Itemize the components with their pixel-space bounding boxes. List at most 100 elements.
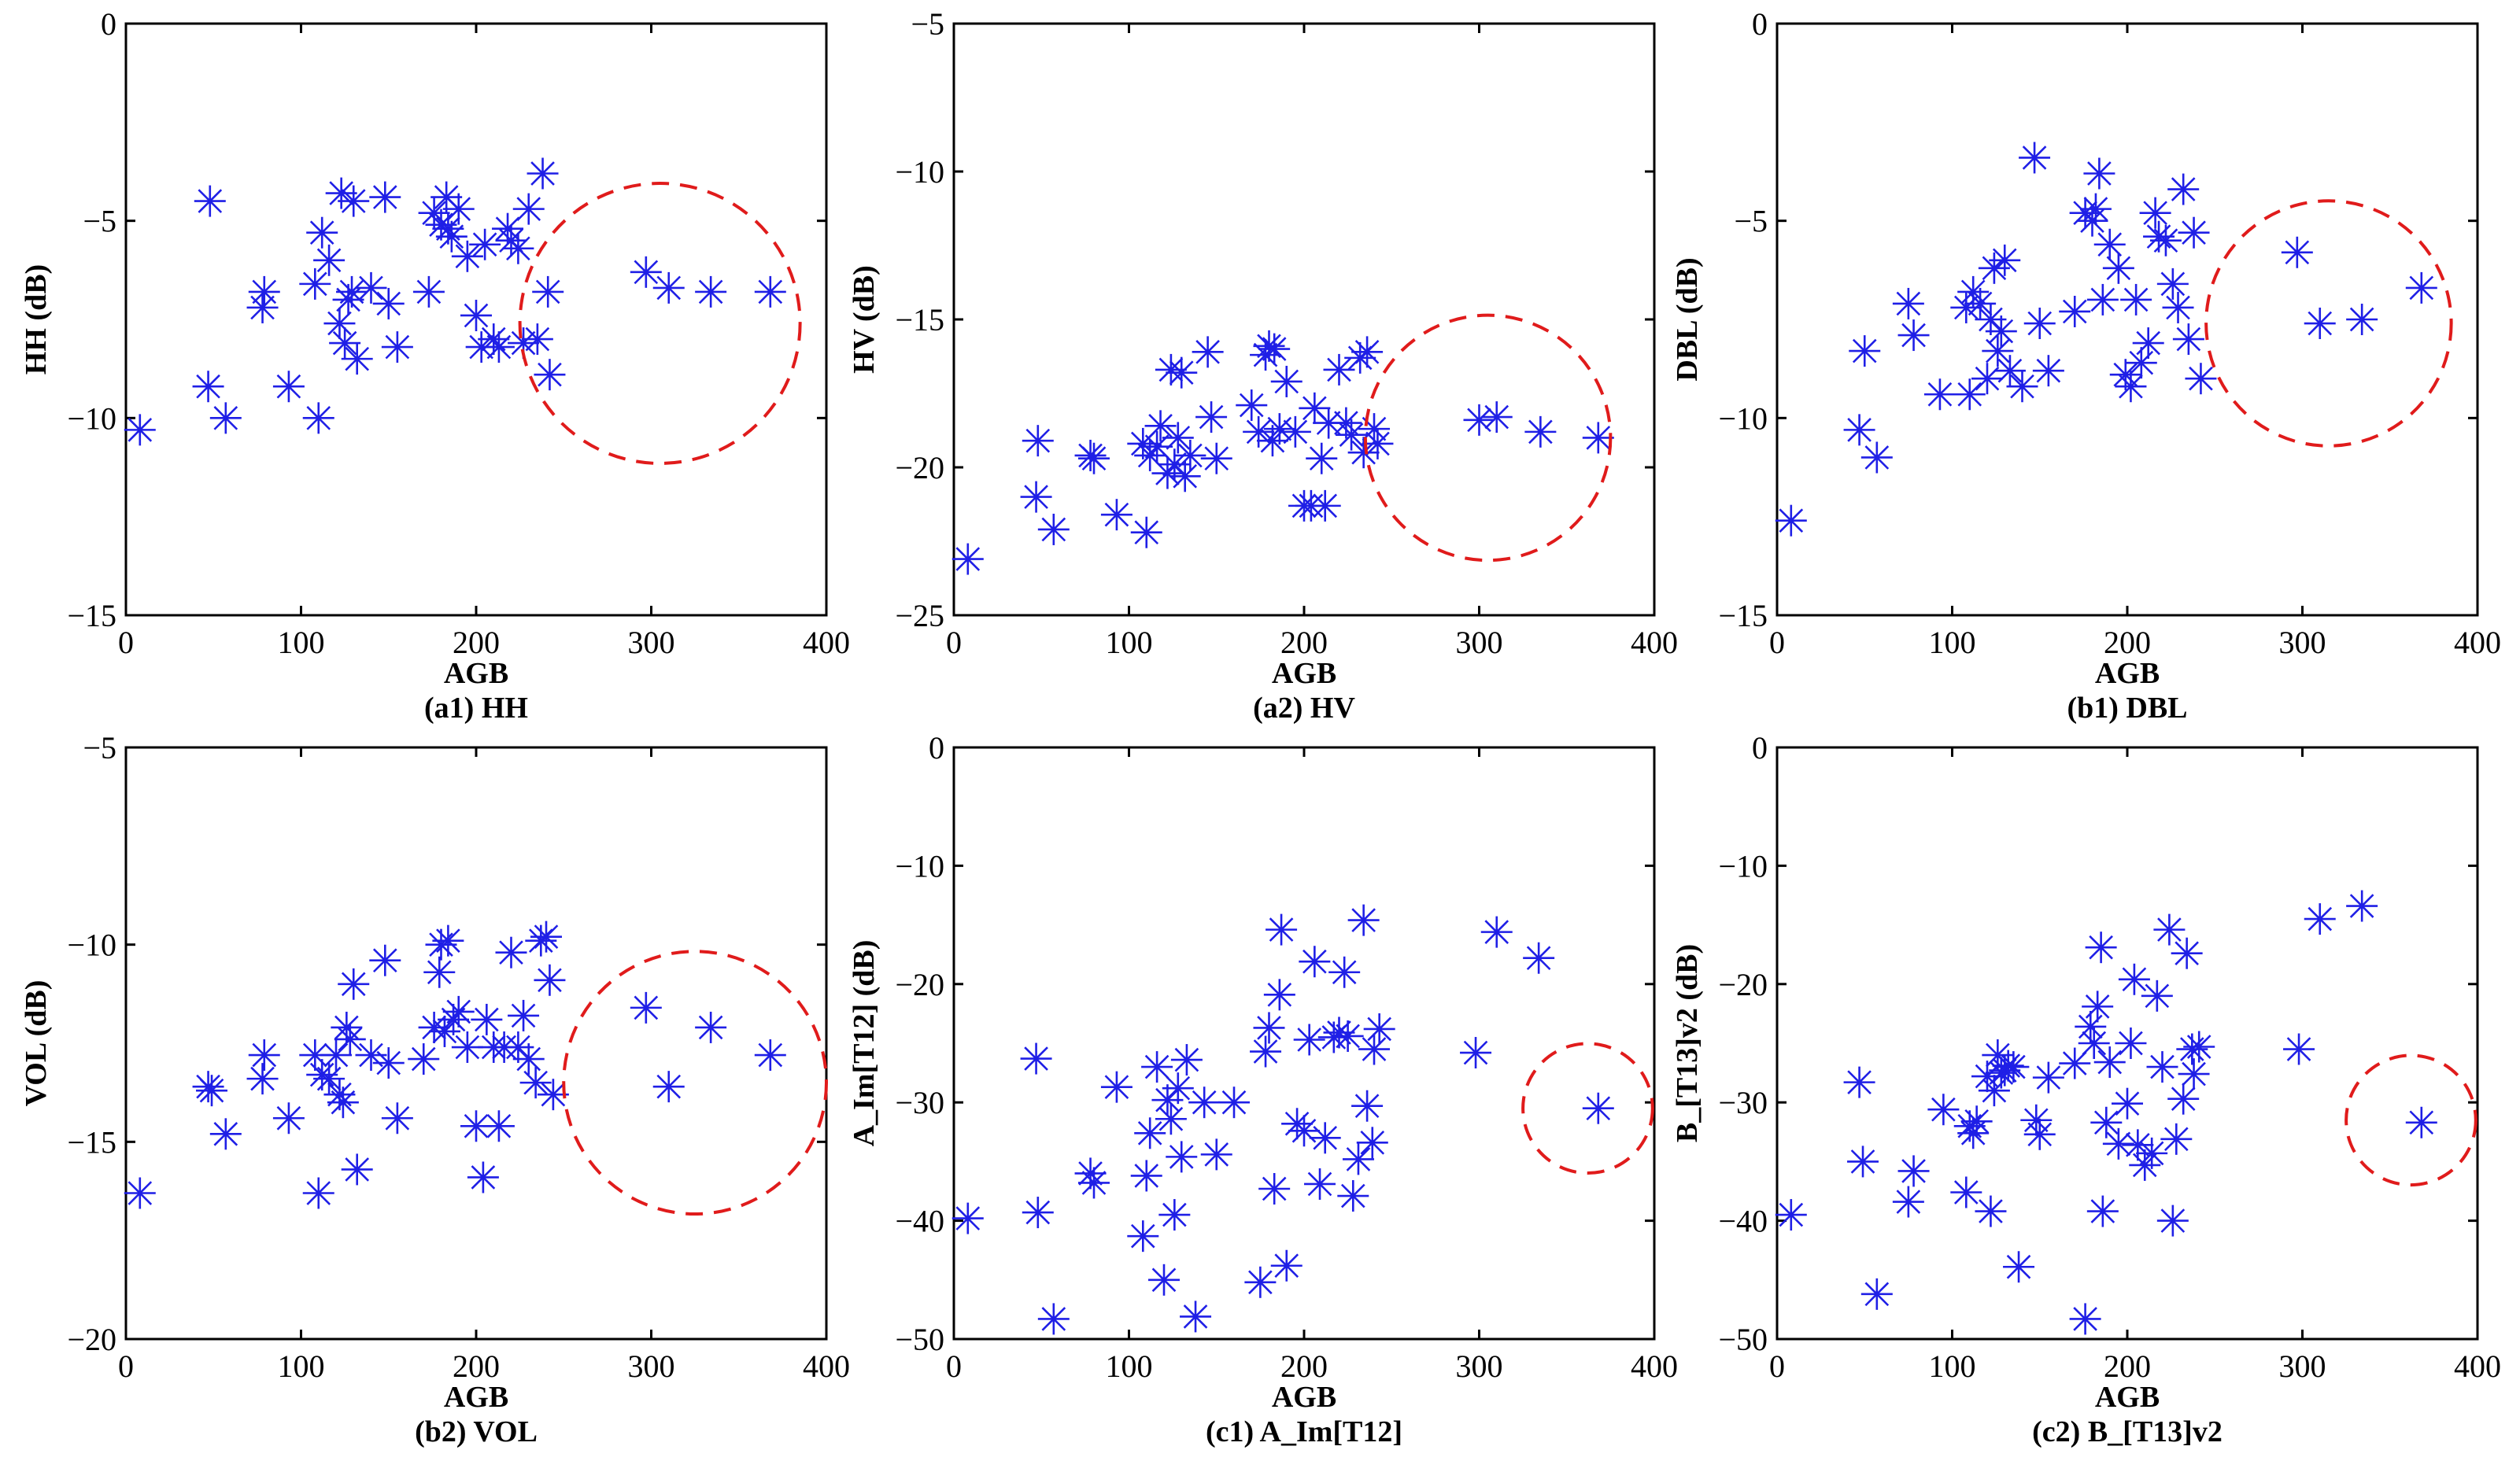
y-axis-label: HV (dB) [848, 265, 881, 374]
data-point [369, 944, 401, 976]
data-point [1130, 1160, 1162, 1192]
data-point [1253, 1012, 1285, 1044]
plot-frame [952, 22, 1656, 617]
data-point [482, 331, 515, 363]
data-point [336, 275, 368, 308]
y-axis-label: VOL (dB) [20, 980, 53, 1107]
data-point [313, 244, 345, 276]
data-point [1130, 516, 1162, 548]
y-axis-label: DBL (dB) [1671, 257, 1704, 381]
data-point [1923, 378, 1956, 411]
data-point [1299, 946, 1331, 978]
data-point [2281, 236, 2313, 268]
x-tick-label: 100 [1929, 1348, 1976, 1384]
data-point [1323, 353, 1355, 386]
data-point [1258, 1172, 1291, 1205]
data-point [1151, 457, 1184, 489]
x-tick-label: 300 [1456, 1348, 1503, 1384]
data-point [1279, 415, 1311, 448]
data-point [2032, 355, 2064, 387]
data-point [1351, 336, 1384, 368]
y-tick-label: −20 [895, 450, 944, 485]
panel-caption: (b1) DBL [2067, 692, 2187, 725]
data-point [248, 275, 280, 308]
x-axis-label: AGB [2095, 1381, 2160, 1414]
data-point [1141, 1051, 1173, 1083]
data-point [2120, 283, 2152, 315]
data-point [1243, 415, 1275, 448]
y-tick-label: −15 [1718, 598, 1768, 633]
x-axis-label: AGB [1272, 1381, 1336, 1414]
y-tick-label: −5 [83, 730, 116, 766]
data-point [2069, 1303, 2101, 1335]
data-point [478, 323, 510, 356]
data-point [1078, 1167, 1110, 1199]
data-point [381, 331, 413, 363]
data-point [194, 185, 226, 217]
data-point [329, 327, 361, 360]
data-point [1523, 942, 1555, 974]
data-point [196, 1075, 228, 1107]
data-point [1263, 413, 1295, 445]
data-point [1347, 904, 1380, 936]
data-point [2167, 1083, 2200, 1115]
data-point [418, 197, 450, 229]
data-point [412, 275, 445, 308]
data-point [2405, 1106, 2437, 1138]
y-tick-label: −10 [67, 928, 116, 963]
y-tick-label: 0 [1752, 6, 1768, 42]
data-point [372, 287, 405, 319]
data-point [630, 991, 662, 1024]
data-point [1188, 1087, 1221, 1119]
data-point [1174, 439, 1206, 471]
data-point [2112, 1087, 2143, 1120]
data-point [320, 1039, 352, 1072]
highlight-circle [1363, 313, 1613, 563]
data-point [1960, 1105, 1993, 1138]
x-axis-label: AGB [444, 1381, 508, 1414]
data-point [2115, 371, 2147, 403]
data-point [1356, 1127, 1388, 1159]
x-tick-label: 100 [278, 1348, 325, 1384]
data-point [2304, 903, 2336, 935]
data-point [2156, 267, 2189, 300]
data-point [469, 228, 501, 260]
data-point [1253, 330, 1285, 362]
data-point [435, 220, 467, 253]
data-point [2078, 1027, 2110, 1059]
x-tick-label: 0 [118, 1348, 134, 1384]
data-point [1266, 913, 1298, 946]
data-point [2125, 347, 2157, 379]
x-tick-label: 300 [2279, 1348, 2326, 1384]
data-point [532, 275, 564, 308]
data-point [2109, 359, 2141, 391]
data-point [1074, 1157, 1107, 1190]
data-point [430, 181, 463, 213]
data-point [2090, 1106, 2123, 1138]
y-tick-label: −5 [1734, 204, 1768, 239]
data-point [325, 177, 357, 209]
y-tick-label: −15 [67, 598, 116, 633]
data-point [1309, 1122, 1341, 1154]
data-point [1337, 1180, 1369, 1212]
data-point [306, 216, 338, 249]
data-point [502, 232, 534, 264]
data-point [1309, 489, 1341, 522]
data-point [2006, 371, 2038, 403]
data-point [432, 924, 464, 957]
data-point [2023, 1118, 2056, 1150]
data-point [1964, 287, 1997, 319]
data-point [1336, 419, 1368, 451]
data-point [1100, 499, 1133, 531]
y-tick-label: −20 [67, 1322, 116, 1357]
y-tick-label: −10 [1718, 400, 1768, 436]
data-point [1950, 1176, 1982, 1208]
y-axis-label: HH (dB) [20, 264, 53, 374]
data-point [451, 1031, 483, 1064]
data-point [442, 193, 475, 225]
data-point [299, 267, 331, 300]
data-point [2141, 980, 2173, 1012]
data-point [1162, 422, 1194, 454]
data-point [1975, 1195, 2007, 1227]
